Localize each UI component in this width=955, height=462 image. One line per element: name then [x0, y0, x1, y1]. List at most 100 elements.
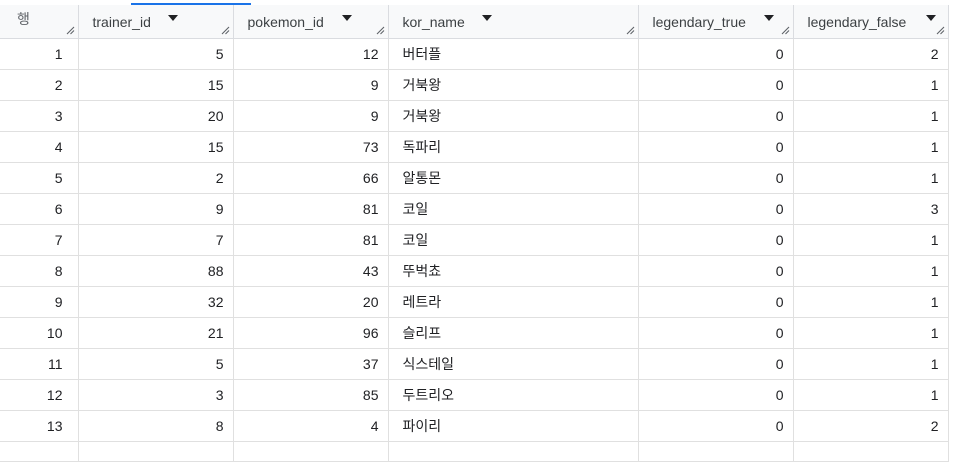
table-cell-trainer-id: 32 — [78, 286, 234, 318]
row-number-cell: 2 — [0, 69, 79, 101]
column-header-pokemon-id[interactable]: pokemon_id — [233, 5, 389, 39]
table-cell-kor-name: 레트라 — [388, 286, 639, 318]
row-number-cell: 10 — [0, 317, 79, 349]
table-cell-kor-name: 두트리오 — [388, 379, 639, 411]
table-cell-pokemon-id: 20 — [233, 286, 389, 318]
table-cell-kor-name: 식스테일 — [388, 348, 639, 380]
table-cell-pokemon-id: 9 — [233, 100, 389, 132]
table-cell-kor-name: 독파리 — [388, 131, 639, 163]
sort-menu-icon[interactable] — [925, 15, 936, 21]
table-cell-legendary-true: 0 — [638, 255, 794, 287]
table-cell-trainer-id: 3 — [78, 379, 234, 411]
row-number-cell: 9 — [0, 286, 79, 318]
table-cell-trainer-id: 5 — [78, 348, 234, 380]
table-cell-pokemon-id: 81 — [233, 193, 389, 225]
table-cell-trainer-id: 2 — [78, 162, 234, 194]
table-cell-kor-name: 알통몬 — [388, 162, 639, 194]
row-number-cell: 6 — [0, 193, 79, 225]
table-cell-trainer-id: 88 — [78, 255, 234, 287]
table-cell-kor-name: 코일 — [388, 224, 639, 256]
table-cell-legendary-true: 0 — [638, 286, 794, 318]
table-cell-trainer-id: 8 — [78, 410, 234, 442]
table-cell-trainer-id: 15 — [78, 131, 234, 163]
row-number-cell: 8 — [0, 255, 79, 287]
column-header-legendary-true[interactable]: legendary_true — [638, 5, 794, 39]
table-cell-legendary-false: 1 — [793, 317, 949, 349]
table-row: 1 5 12 버터플 0 2 — [0, 38, 949, 70]
sort-menu-icon[interactable] — [167, 15, 178, 21]
table-cell-pokemon-id: 37 — [233, 348, 389, 380]
resize-handle-icon[interactable] — [376, 26, 385, 35]
table-cell-kor-name: 뚜벅쵸 — [388, 255, 639, 287]
column-header-label: legendary_true — [652, 14, 746, 30]
table-cell-pokemon-id: 85 — [233, 379, 389, 411]
table-row — [0, 441, 949, 462]
table-row: 13 8 4 파이리 0 2 — [0, 410, 949, 442]
table-cell-legendary-true: 0 — [638, 410, 794, 442]
table-row: 8 88 43 뚜벅쵸 0 1 — [0, 255, 949, 287]
sort-menu-icon[interactable] — [481, 15, 492, 21]
table-cell-pokemon-id: 96 — [233, 317, 389, 349]
table-row: 3 20 9 거북왕 0 1 — [0, 100, 949, 132]
row-number-header: 행 — [0, 5, 79, 39]
table-cell-legendary-true: 0 — [638, 162, 794, 194]
table-cell-pokemon-id: 73 — [233, 131, 389, 163]
row-number-cell: 13 — [0, 410, 79, 442]
row-number-cell: 3 — [0, 100, 79, 132]
table-cell-legendary-true: 0 — [638, 69, 794, 101]
table-cell-legendary-false: 1 — [793, 131, 949, 163]
table-cell-legendary-false: 1 — [793, 162, 949, 194]
table-cell-legendary-false: 1 — [793, 255, 949, 287]
table-cell-pokemon-id: 12 — [233, 38, 389, 70]
row-number-cell — [0, 441, 79, 462]
table-cell-trainer-id: 5 — [78, 38, 234, 70]
table-cell-kor-name: 코일 — [388, 193, 639, 225]
row-number-cell: 4 — [0, 131, 79, 163]
resize-handle-icon[interactable] — [936, 26, 945, 35]
column-header-label: legendary_false — [807, 14, 907, 30]
table-row: 9 32 20 레트라 0 1 — [0, 286, 949, 318]
table-cell-legendary-false — [793, 441, 949, 462]
table-cell-legendary-false: 2 — [793, 410, 949, 442]
resize-handle-icon[interactable] — [626, 26, 635, 35]
row-number-header-label: 행 — [17, 11, 30, 27]
column-header-label: kor_name — [402, 14, 465, 30]
row-number-cell: 12 — [0, 379, 79, 411]
table-cell-legendary-true: 0 — [638, 193, 794, 225]
resize-handle-icon[interactable] — [66, 26, 75, 35]
table-cell-pokemon-id: 9 — [233, 69, 389, 101]
table-cell-legendary-true: 0 — [638, 38, 794, 70]
column-header-trainer-id[interactable]: trainer_id — [78, 5, 234, 39]
row-number-cell: 11 — [0, 348, 79, 380]
table-cell-kor-name: 거북왕 — [388, 100, 639, 132]
results-body: 1 5 12 버터플 0 2 2 15 9 거북왕 0 1 3 20 9 거북왕 0 1 4 15 73 독파리 0 1 5 2 6… — [0, 38, 949, 462]
table-cell-pokemon-id: 81 — [233, 224, 389, 256]
table-cell-legendary-false: 2 — [793, 38, 949, 70]
table-cell-pokemon-id: 43 — [233, 255, 389, 287]
table-cell-trainer-id: 20 — [78, 100, 234, 132]
table-row: 12 3 85 두트리오 0 1 — [0, 379, 949, 411]
column-header-label: trainer_id — [92, 14, 151, 30]
table-row: 7 7 81 코일 0 1 — [0, 224, 949, 256]
active-tab-indicator — [131, 3, 251, 5]
table-row: 11 5 37 식스테일 0 1 — [0, 348, 949, 380]
header-row: 행 trainer_id pokemon_id kor_name legenda… — [0, 5, 949, 39]
table-cell-trainer-id — [78, 441, 234, 462]
resize-handle-icon[interactable] — [221, 26, 230, 35]
resize-handle-icon[interactable] — [781, 26, 790, 35]
table-cell-legendary-true: 0 — [638, 100, 794, 132]
table-cell-pokemon-id: 4 — [233, 410, 389, 442]
sort-menu-icon[interactable] — [341, 15, 352, 21]
table-cell-legendary-true: 0 — [638, 348, 794, 380]
row-number-cell: 7 — [0, 224, 79, 256]
column-header-kor-name[interactable]: kor_name — [388, 5, 639, 39]
table-cell-kor-name: 거북왕 — [388, 69, 639, 101]
column-header-legendary-false[interactable]: legendary_false — [793, 5, 949, 39]
column-header-label: pokemon_id — [247, 14, 324, 30]
table-cell-legendary-false: 1 — [793, 100, 949, 132]
table-cell-kor-name — [388, 441, 639, 462]
table-cell-legendary-true: 0 — [638, 317, 794, 349]
table-cell-legendary-false: 1 — [793, 224, 949, 256]
table-cell-kor-name: 슬리프 — [388, 317, 639, 349]
sort-menu-icon[interactable] — [763, 15, 774, 21]
